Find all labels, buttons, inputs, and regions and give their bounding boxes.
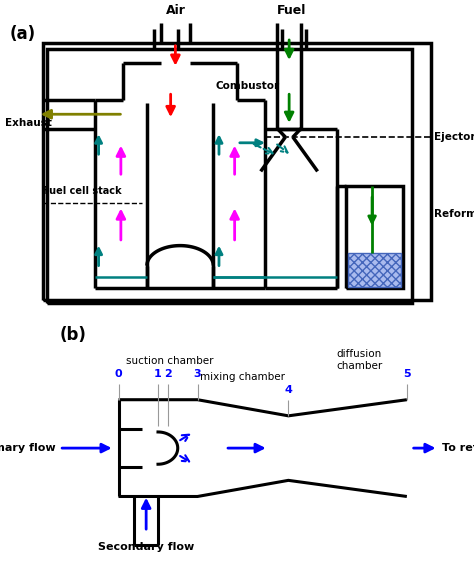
Text: 1: 1 — [154, 369, 162, 379]
Text: 5: 5 — [403, 369, 410, 379]
Text: 3: 3 — [194, 369, 201, 379]
Text: (b): (b) — [59, 325, 86, 343]
Text: Fuel cell stack: Fuel cell stack — [43, 186, 121, 196]
Text: To reformer: To reformer — [442, 443, 474, 453]
Text: 2: 2 — [164, 369, 172, 379]
Text: Combustor: Combustor — [216, 81, 280, 90]
Bar — [348, 253, 401, 287]
Text: Reformer: Reformer — [434, 209, 474, 219]
Text: Air: Air — [165, 4, 185, 17]
Text: Primary flow: Primary flow — [0, 443, 55, 453]
Text: Exhaust: Exhaust — [5, 118, 52, 128]
Text: Secondary flow: Secondary flow — [98, 542, 194, 551]
Text: diffusion
chamber: diffusion chamber — [337, 349, 383, 371]
Text: Fuel: Fuel — [277, 4, 306, 17]
Text: 0: 0 — [115, 369, 122, 379]
Text: (a): (a) — [9, 25, 36, 43]
Text: mixing chamber: mixing chamber — [201, 373, 285, 383]
Text: suction chamber: suction chamber — [126, 356, 214, 366]
Text: 4: 4 — [284, 385, 292, 396]
Text: Ejector: Ejector — [434, 132, 474, 142]
